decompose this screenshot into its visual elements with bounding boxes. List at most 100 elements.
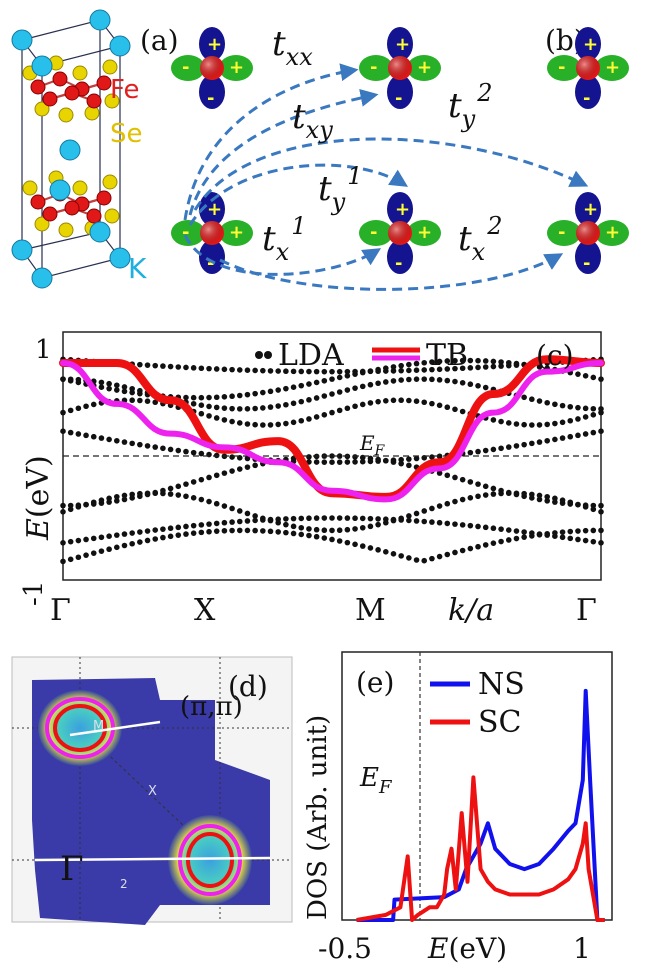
lda-point xyxy=(505,537,512,543)
pi-pi-label: (π,π) xyxy=(180,692,243,722)
orbital-sign: + xyxy=(207,34,222,55)
lda-point xyxy=(475,364,481,371)
lda-point xyxy=(213,366,220,372)
arpes-fermi-map: M X 2 (π,π) Γ (d) xyxy=(11,656,293,925)
lda-point xyxy=(98,548,105,554)
tb-bands xyxy=(59,355,605,503)
lda-point xyxy=(352,403,358,410)
se-atom xyxy=(58,222,74,238)
lda-point xyxy=(252,421,258,428)
lda-point xyxy=(244,367,251,373)
lda-point xyxy=(559,435,566,441)
lda-point xyxy=(244,510,251,517)
lda-point xyxy=(383,398,389,404)
lda-point xyxy=(413,518,420,524)
lda-point xyxy=(482,483,489,490)
lda-point xyxy=(521,441,527,448)
lda-point xyxy=(83,501,89,508)
lda-point xyxy=(98,384,105,390)
lda-point xyxy=(252,390,258,397)
lda-point xyxy=(429,359,435,365)
lda-point xyxy=(498,526,504,532)
orbital-sign: - xyxy=(558,57,565,78)
label-ty2: ty2 xyxy=(448,79,493,133)
lda-point xyxy=(213,520,220,527)
lda-point xyxy=(229,393,235,400)
lda-point xyxy=(306,416,312,422)
se-atom xyxy=(58,107,74,123)
lda-point xyxy=(482,524,489,531)
fermi-label-e: EF xyxy=(359,763,393,798)
orbital-sign: + xyxy=(605,222,620,243)
lda-point xyxy=(90,401,97,408)
label-tx1: tx1 xyxy=(262,212,307,266)
lda-point xyxy=(129,385,135,392)
orbital-lobe-left xyxy=(547,220,581,246)
orbital-sign: - xyxy=(395,253,402,274)
lda-point xyxy=(544,493,550,500)
lda-point xyxy=(383,516,389,523)
lda-point xyxy=(283,368,289,375)
lda-point xyxy=(329,409,335,416)
lda-point xyxy=(544,530,550,537)
lda-point xyxy=(106,495,112,502)
lda-point xyxy=(229,468,235,474)
lda-point xyxy=(175,364,182,370)
lda-point xyxy=(344,405,351,412)
lda-point xyxy=(590,527,597,534)
lda-point xyxy=(444,472,451,479)
lda-point xyxy=(367,368,374,374)
lda-point xyxy=(421,376,428,382)
fe-atom xyxy=(86,208,102,224)
lda-point xyxy=(60,502,66,509)
lda-point xyxy=(329,459,335,466)
lda-point xyxy=(598,428,604,435)
lda-point xyxy=(406,397,412,404)
legend-ns-label: NS xyxy=(478,667,525,702)
lda-point xyxy=(114,498,120,504)
lda-point xyxy=(359,383,366,390)
lda-point xyxy=(390,368,397,374)
lda-point xyxy=(121,439,128,445)
lda-point xyxy=(590,405,597,412)
lda-point xyxy=(321,368,328,375)
lda-point xyxy=(229,405,235,412)
lda-point xyxy=(190,400,197,407)
lda-point xyxy=(75,504,82,510)
lda-point xyxy=(229,505,235,512)
lda-point xyxy=(398,456,404,463)
lda-point xyxy=(260,528,266,534)
lda-point xyxy=(67,407,74,414)
lda-point xyxy=(160,534,166,541)
orbital-lobe-top xyxy=(199,192,225,226)
lda-point xyxy=(290,515,297,522)
lda-point xyxy=(129,491,135,498)
lda-point xyxy=(329,368,335,375)
lda-point xyxy=(329,527,335,534)
lda-point xyxy=(582,405,589,412)
crystal-structure xyxy=(11,9,131,289)
lda-point xyxy=(436,402,443,409)
lda-point xyxy=(275,421,282,428)
lda-point xyxy=(67,538,74,545)
lda-point xyxy=(236,392,243,399)
lda-point xyxy=(152,527,159,533)
orbital-lattice: +-- ++-- ++-- ++-- ++-- ++-- + xyxy=(171,27,629,274)
lda-point xyxy=(421,367,428,373)
lda-point xyxy=(521,490,527,497)
lda-point xyxy=(198,450,205,457)
lda-point xyxy=(60,558,66,565)
lda-point xyxy=(336,389,343,395)
atom-label-se: Se xyxy=(110,119,143,149)
lda-point xyxy=(390,551,397,557)
lda-point xyxy=(475,481,481,487)
lda-point xyxy=(213,528,220,534)
pocket-top-red xyxy=(53,704,107,752)
lda-point xyxy=(359,524,366,531)
lda-point xyxy=(106,380,112,387)
lda-point xyxy=(459,408,466,415)
lda-point xyxy=(252,517,258,524)
lda-point xyxy=(137,441,143,448)
gamma-label-d: Γ xyxy=(60,849,84,889)
lda-point xyxy=(298,417,305,424)
